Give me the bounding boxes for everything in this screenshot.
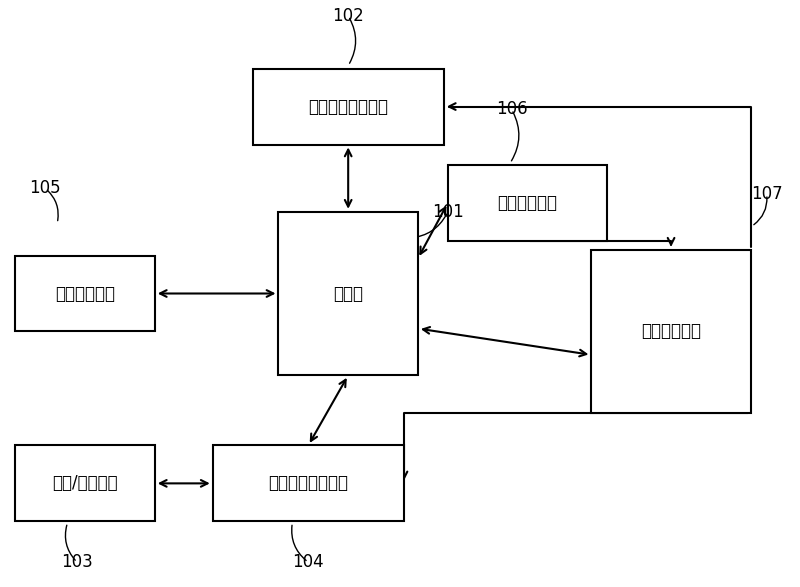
Text: 101: 101 — [432, 203, 464, 221]
Text: 104: 104 — [293, 553, 324, 571]
Bar — [253, 69, 444, 144]
Text: 当前模式切换单元: 当前模式切换单元 — [308, 97, 388, 116]
Bar — [213, 446, 404, 521]
Text: 异常处理单元: 异常处理单元 — [641, 322, 701, 340]
Bar — [278, 212, 418, 375]
Text: 异常检测单元: 异常检测单元 — [498, 194, 558, 212]
Text: 103: 103 — [62, 553, 93, 571]
Text: 106: 106 — [496, 100, 527, 119]
Text: 102: 102 — [332, 7, 364, 25]
Bar — [15, 446, 155, 521]
Text: 预设模式切换单元: 预设模式切换单元 — [268, 474, 348, 492]
Bar — [15, 255, 155, 332]
Bar — [591, 249, 750, 413]
Text: 确认提示单元: 确认提示单元 — [55, 285, 115, 302]
Text: 107: 107 — [751, 185, 782, 203]
Text: 触摸屏: 触摸屏 — [333, 285, 363, 302]
Text: 手动/机控开关: 手动/机控开关 — [52, 474, 118, 492]
Bar — [448, 165, 607, 241]
Text: 105: 105 — [30, 180, 61, 197]
